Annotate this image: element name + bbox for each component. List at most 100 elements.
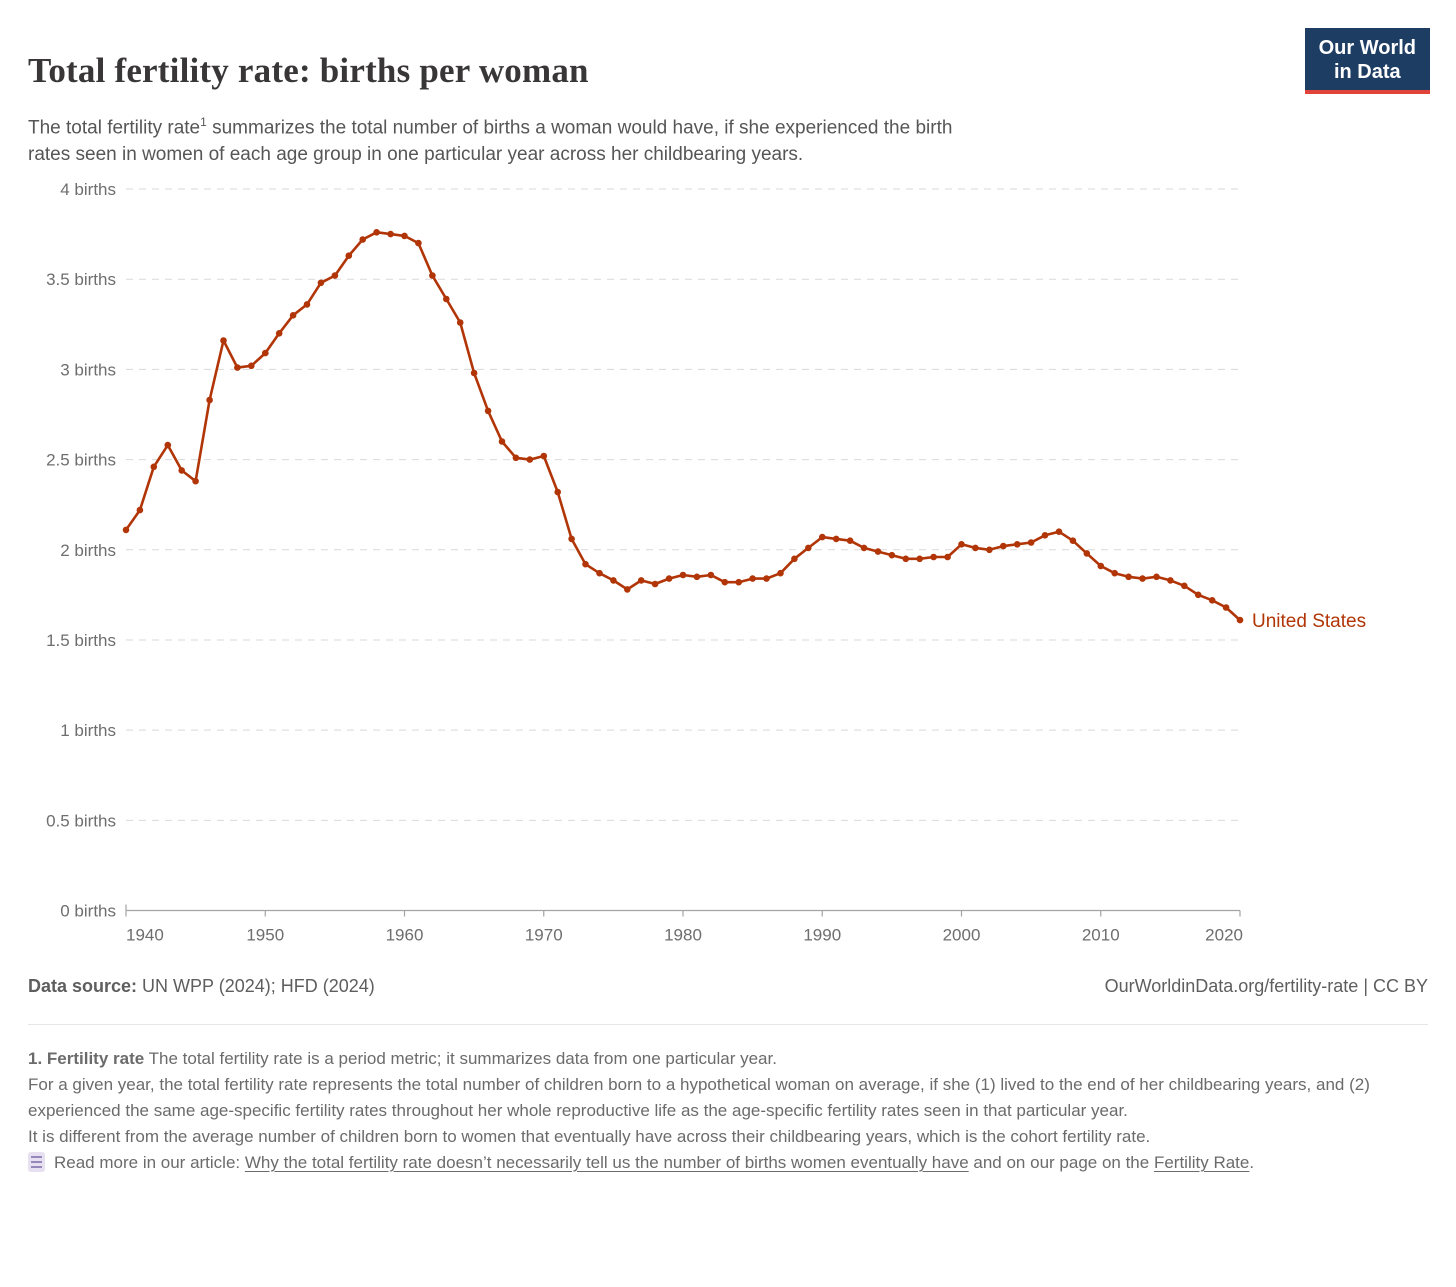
data-point[interactable] — [805, 544, 812, 552]
data-point[interactable] — [1055, 528, 1063, 535]
y-axis-tick-label: 0.5 births — [46, 811, 116, 830]
data-point[interactable] — [860, 544, 868, 552]
data-point[interactable] — [192, 477, 199, 485]
data-point[interactable] — [624, 586, 631, 593]
data-point[interactable] — [262, 349, 269, 357]
data-point[interactable] — [554, 488, 561, 496]
data-point[interactable] — [387, 230, 394, 238]
data-point[interactable] — [1194, 591, 1202, 599]
data-point[interactable] — [206, 396, 213, 404]
data-point[interactable] — [735, 578, 742, 586]
data-point[interactable] — [874, 548, 882, 555]
data-point[interactable] — [1111, 569, 1118, 577]
data-point[interactable] — [1153, 573, 1160, 581]
data-point[interactable] — [150, 463, 158, 471]
data-point[interactable] — [234, 364, 241, 371]
data-point[interactable] — [443, 295, 450, 303]
data-point[interactable] — [707, 571, 715, 579]
data-point[interactable] — [1097, 562, 1105, 570]
data-point[interactable] — [248, 362, 255, 370]
data-point[interactable] — [1000, 542, 1007, 550]
data-point[interactable] — [832, 535, 840, 543]
trend-line[interactable] — [124, 231, 1242, 622]
data-source-label: Data source: — [28, 976, 138, 996]
data-point[interactable] — [345, 252, 353, 259]
data-point[interactable] — [986, 546, 993, 554]
data-point[interactable] — [331, 272, 339, 279]
data-point[interactable] — [136, 506, 144, 514]
data-point[interactable] — [1013, 541, 1021, 548]
data-point[interactable] — [944, 553, 951, 561]
data-point[interactable] — [596, 569, 603, 577]
data-point[interactable] — [972, 544, 979, 552]
owid-logo[interactable]: Our World in Data — [1304, 28, 1430, 94]
fertility-rate-line-chart[interactable]: 0 births 0.5 births 1 births 1.5 births 2 bi… — [0, 0, 1456, 960]
data-point[interactable] — [916, 555, 923, 563]
data-point[interactable] — [1125, 573, 1132, 581]
data-point[interactable] — [498, 438, 506, 445]
data-point[interactable] — [679, 571, 687, 579]
page-title: Total fertility rate: births per woman — [28, 51, 589, 91]
x-axis-tick-label: 1970 — [525, 926, 563, 945]
data-point[interactable] — [1167, 577, 1174, 584]
data-point[interactable] — [1027, 539, 1035, 546]
y-axis-tick-label: 1.5 births — [46, 631, 116, 650]
attribution-link[interactable]: OurWorldinData.org/fertility-rate | CC B… — [1104, 976, 1428, 996]
data-point[interactable] — [610, 577, 617, 584]
data-point[interactable] — [749, 575, 756, 582]
data-point[interactable] — [540, 452, 548, 460]
data-point[interactable] — [930, 553, 937, 561]
data-point[interactable] — [665, 575, 673, 582]
data-point[interactable] — [1041, 532, 1049, 539]
footnote-block: 1. Fertility rate The total fertility ra… — [28, 1046, 1424, 1176]
data-point[interactable] — [791, 555, 798, 563]
data-point[interactable] — [470, 369, 478, 377]
footnote-definition: 1. Fertility rate The total fertility ra… — [28, 1046, 1424, 1150]
data-point[interactable] — [303, 301, 311, 308]
data-point[interactable] — [1181, 582, 1188, 590]
data-point[interactable] — [1236, 616, 1244, 624]
data-point[interactable] — [693, 573, 701, 581]
data-point[interactable] — [651, 580, 659, 588]
data-point[interactable] — [220, 337, 227, 344]
fertility-rate-page-link[interactable]: Fertility Rate — [1153, 1153, 1250, 1172]
x-axis-tick-label: 2020 — [1205, 926, 1243, 945]
data-point[interactable] — [958, 541, 965, 548]
data-point[interactable] — [1069, 537, 1077, 544]
article-link[interactable]: Why the total fertility rate doesn’t nec… — [244, 1153, 969, 1172]
data-point[interactable] — [1083, 550, 1091, 557]
data-point[interactable] — [456, 319, 464, 326]
data-point[interactable] — [902, 555, 910, 563]
data-point[interactable] — [512, 454, 520, 462]
y-axis-tick-label: 4 births — [60, 180, 116, 199]
data-point[interactable] — [721, 578, 729, 586]
series-label[interactable]: United States — [1252, 611, 1366, 632]
data-point[interactable] — [122, 526, 130, 534]
x-axis-tick-label: 1960 — [386, 926, 424, 945]
data-point[interactable] — [846, 537, 854, 544]
data-point[interactable] — [164, 441, 172, 449]
data-point[interactable] — [819, 533, 826, 541]
data-point[interactable] — [317, 279, 325, 287]
data-point[interactable] — [526, 456, 534, 463]
data-point[interactable] — [484, 407, 492, 415]
data-point[interactable] — [429, 272, 436, 279]
data-point[interactable] — [888, 551, 896, 559]
data-point[interactable] — [1222, 604, 1230, 611]
data-point[interactable] — [359, 236, 367, 243]
data-point[interactable] — [289, 312, 297, 319]
data-point[interactable] — [637, 577, 645, 584]
data-point[interactable] — [415, 239, 422, 247]
data-point[interactable] — [401, 232, 408, 240]
data-point[interactable] — [178, 467, 185, 474]
x-axis-tick-label: 2000 — [943, 926, 981, 945]
data-point[interactable] — [1139, 575, 1146, 582]
data-point[interactable] — [275, 330, 283, 337]
footnote-marker[interactable]: 1 — [200, 115, 207, 129]
data-point[interactable] — [582, 560, 589, 568]
data-point[interactable] — [373, 229, 380, 236]
data-point[interactable] — [1208, 597, 1216, 604]
data-point[interactable] — [777, 569, 784, 577]
data-point[interactable] — [568, 535, 575, 543]
data-point[interactable] — [763, 575, 770, 582]
